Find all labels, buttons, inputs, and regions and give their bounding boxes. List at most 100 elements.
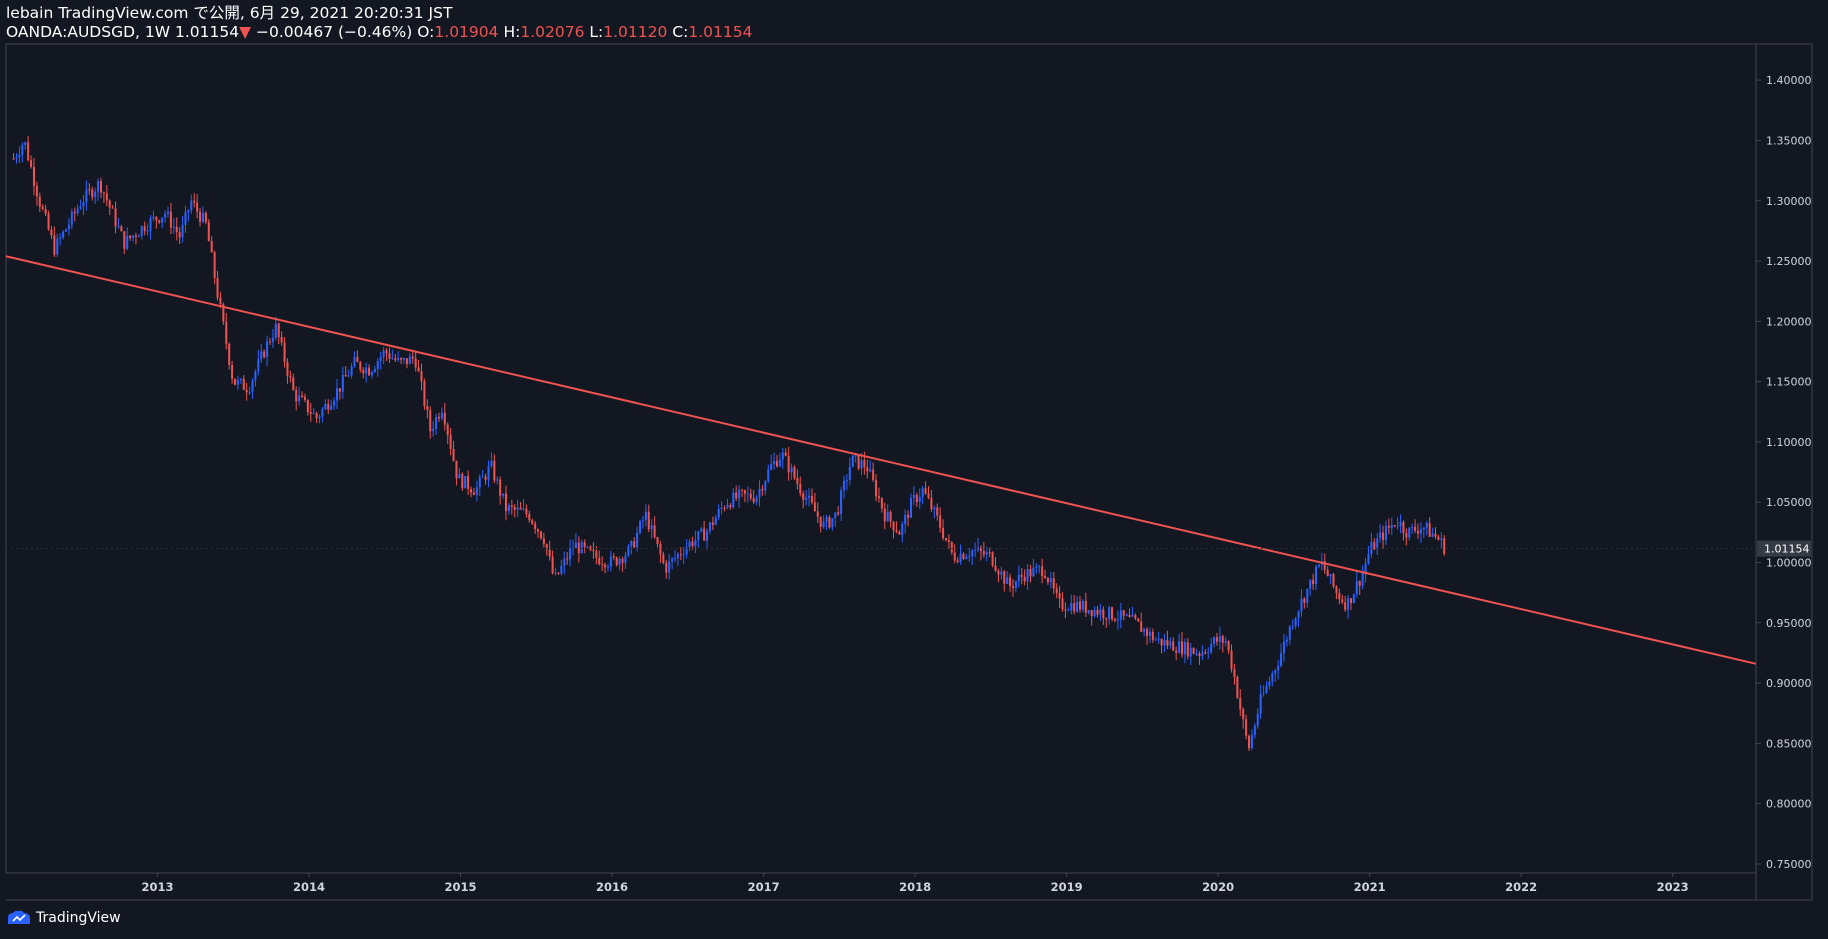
candle-body (1242, 709, 1245, 720)
candle-body (604, 564, 607, 568)
candle-body (1352, 594, 1355, 603)
candle-body (1113, 619, 1116, 621)
candle-body (1387, 525, 1390, 528)
candle-body (464, 475, 467, 489)
candle-body (1341, 599, 1344, 603)
candle-body (318, 416, 321, 419)
trendline[interactable] (5, 255, 1757, 665)
candle-body (356, 357, 359, 363)
price-axis[interactable]: 1.40000 1.35000 1.30000 1.25000 1.20000 1.150… (6, 74, 1812, 871)
candle-body (461, 473, 464, 489)
candle-body (35, 185, 38, 197)
candle-body (73, 211, 76, 214)
candle-body (181, 224, 184, 238)
candle-body (1146, 629, 1149, 636)
candle-body (1411, 526, 1414, 528)
candle-body (761, 489, 764, 491)
time-tick-label: 2022 (1505, 880, 1537, 894)
candle-body (368, 367, 371, 376)
candle-body (606, 566, 610, 568)
candle-body (880, 498, 883, 509)
candle-body (621, 558, 624, 563)
candle-body (624, 555, 627, 563)
candle-body (1070, 603, 1073, 611)
candle-body (1044, 576, 1047, 579)
candle-body (863, 460, 866, 468)
candle-body (883, 508, 886, 522)
candle-body (1428, 523, 1431, 537)
candle-body (522, 508, 525, 510)
candle-body (548, 549, 551, 557)
candle-body (1102, 609, 1105, 619)
price-tick-label: 1.15000 (1766, 376, 1812, 389)
tradingview-footer[interactable]: TradingView (6, 910, 121, 926)
chart-header: lebain TradingView.com で公開, 6月 29, 2021 … (6, 4, 1406, 42)
candle-body (1093, 609, 1096, 617)
candle-body (738, 489, 741, 499)
candle-body (551, 556, 554, 574)
candle-body (1157, 638, 1160, 640)
price-tick-label: 1.00000 (1766, 557, 1812, 570)
candle-body (571, 548, 575, 550)
candle-body (563, 558, 566, 566)
candle-body (432, 428, 435, 432)
candle-body (70, 211, 73, 225)
candle-body (1029, 569, 1032, 577)
candle-body (918, 496, 921, 502)
candle-body (79, 206, 82, 209)
candle-body (1422, 527, 1425, 530)
candle-body (1405, 532, 1408, 538)
candle-body (837, 512, 840, 515)
candle-body (1064, 609, 1067, 611)
candle-body (1160, 638, 1163, 646)
candle-body (388, 353, 391, 359)
candle-body (1271, 673, 1274, 682)
candle-body (706, 531, 709, 541)
candle-body (580, 542, 583, 554)
candle-body (615, 557, 618, 565)
candle-body (1236, 676, 1239, 698)
candle-body (755, 497, 758, 502)
down-arrow-icon: ▼ (239, 23, 252, 41)
candle-body (583, 542, 586, 547)
candle-body (257, 359, 260, 372)
candle-body (592, 550, 595, 552)
symbol-name[interactable]: OANDA:AUDSGD, 1W (6, 23, 171, 41)
candle-body (1349, 598, 1353, 603)
candle-body (1049, 578, 1052, 583)
candle-body (793, 467, 796, 478)
candle-body (810, 495, 813, 503)
candle-body (1402, 522, 1405, 533)
candle-body (41, 206, 44, 210)
candle-body (1300, 598, 1303, 612)
time-tick-label: 2021 (1354, 880, 1386, 894)
candle-body (828, 517, 831, 528)
candle-body (435, 416, 438, 429)
candle-body (1230, 650, 1233, 670)
time-axis[interactable]: 2013 2014 2015 2016 2017 2018 2019 2020 2021 2022… (142, 873, 1689, 894)
candle-body (1312, 579, 1315, 585)
candle-body (831, 518, 834, 528)
candle-body (1256, 713, 1259, 726)
candle-body (589, 546, 592, 551)
candle-body (1011, 586, 1015, 588)
candle-body (534, 523, 537, 530)
candle-body (971, 550, 974, 557)
candle-body (298, 395, 301, 402)
candle-body (697, 531, 700, 540)
candle-body (158, 220, 161, 223)
candle-body (1247, 735, 1251, 749)
candle-body (1201, 652, 1204, 657)
candle-body (909, 497, 913, 518)
candle-body (365, 367, 368, 374)
candle-body (1367, 554, 1370, 564)
candle-body (231, 364, 234, 379)
candle-body (47, 213, 50, 230)
candle-body (82, 202, 85, 207)
candle-body (405, 358, 408, 364)
candle-body (12, 158, 15, 160)
candle-body (129, 235, 132, 238)
candle-body (1434, 533, 1437, 537)
candle-body (1134, 615, 1137, 619)
